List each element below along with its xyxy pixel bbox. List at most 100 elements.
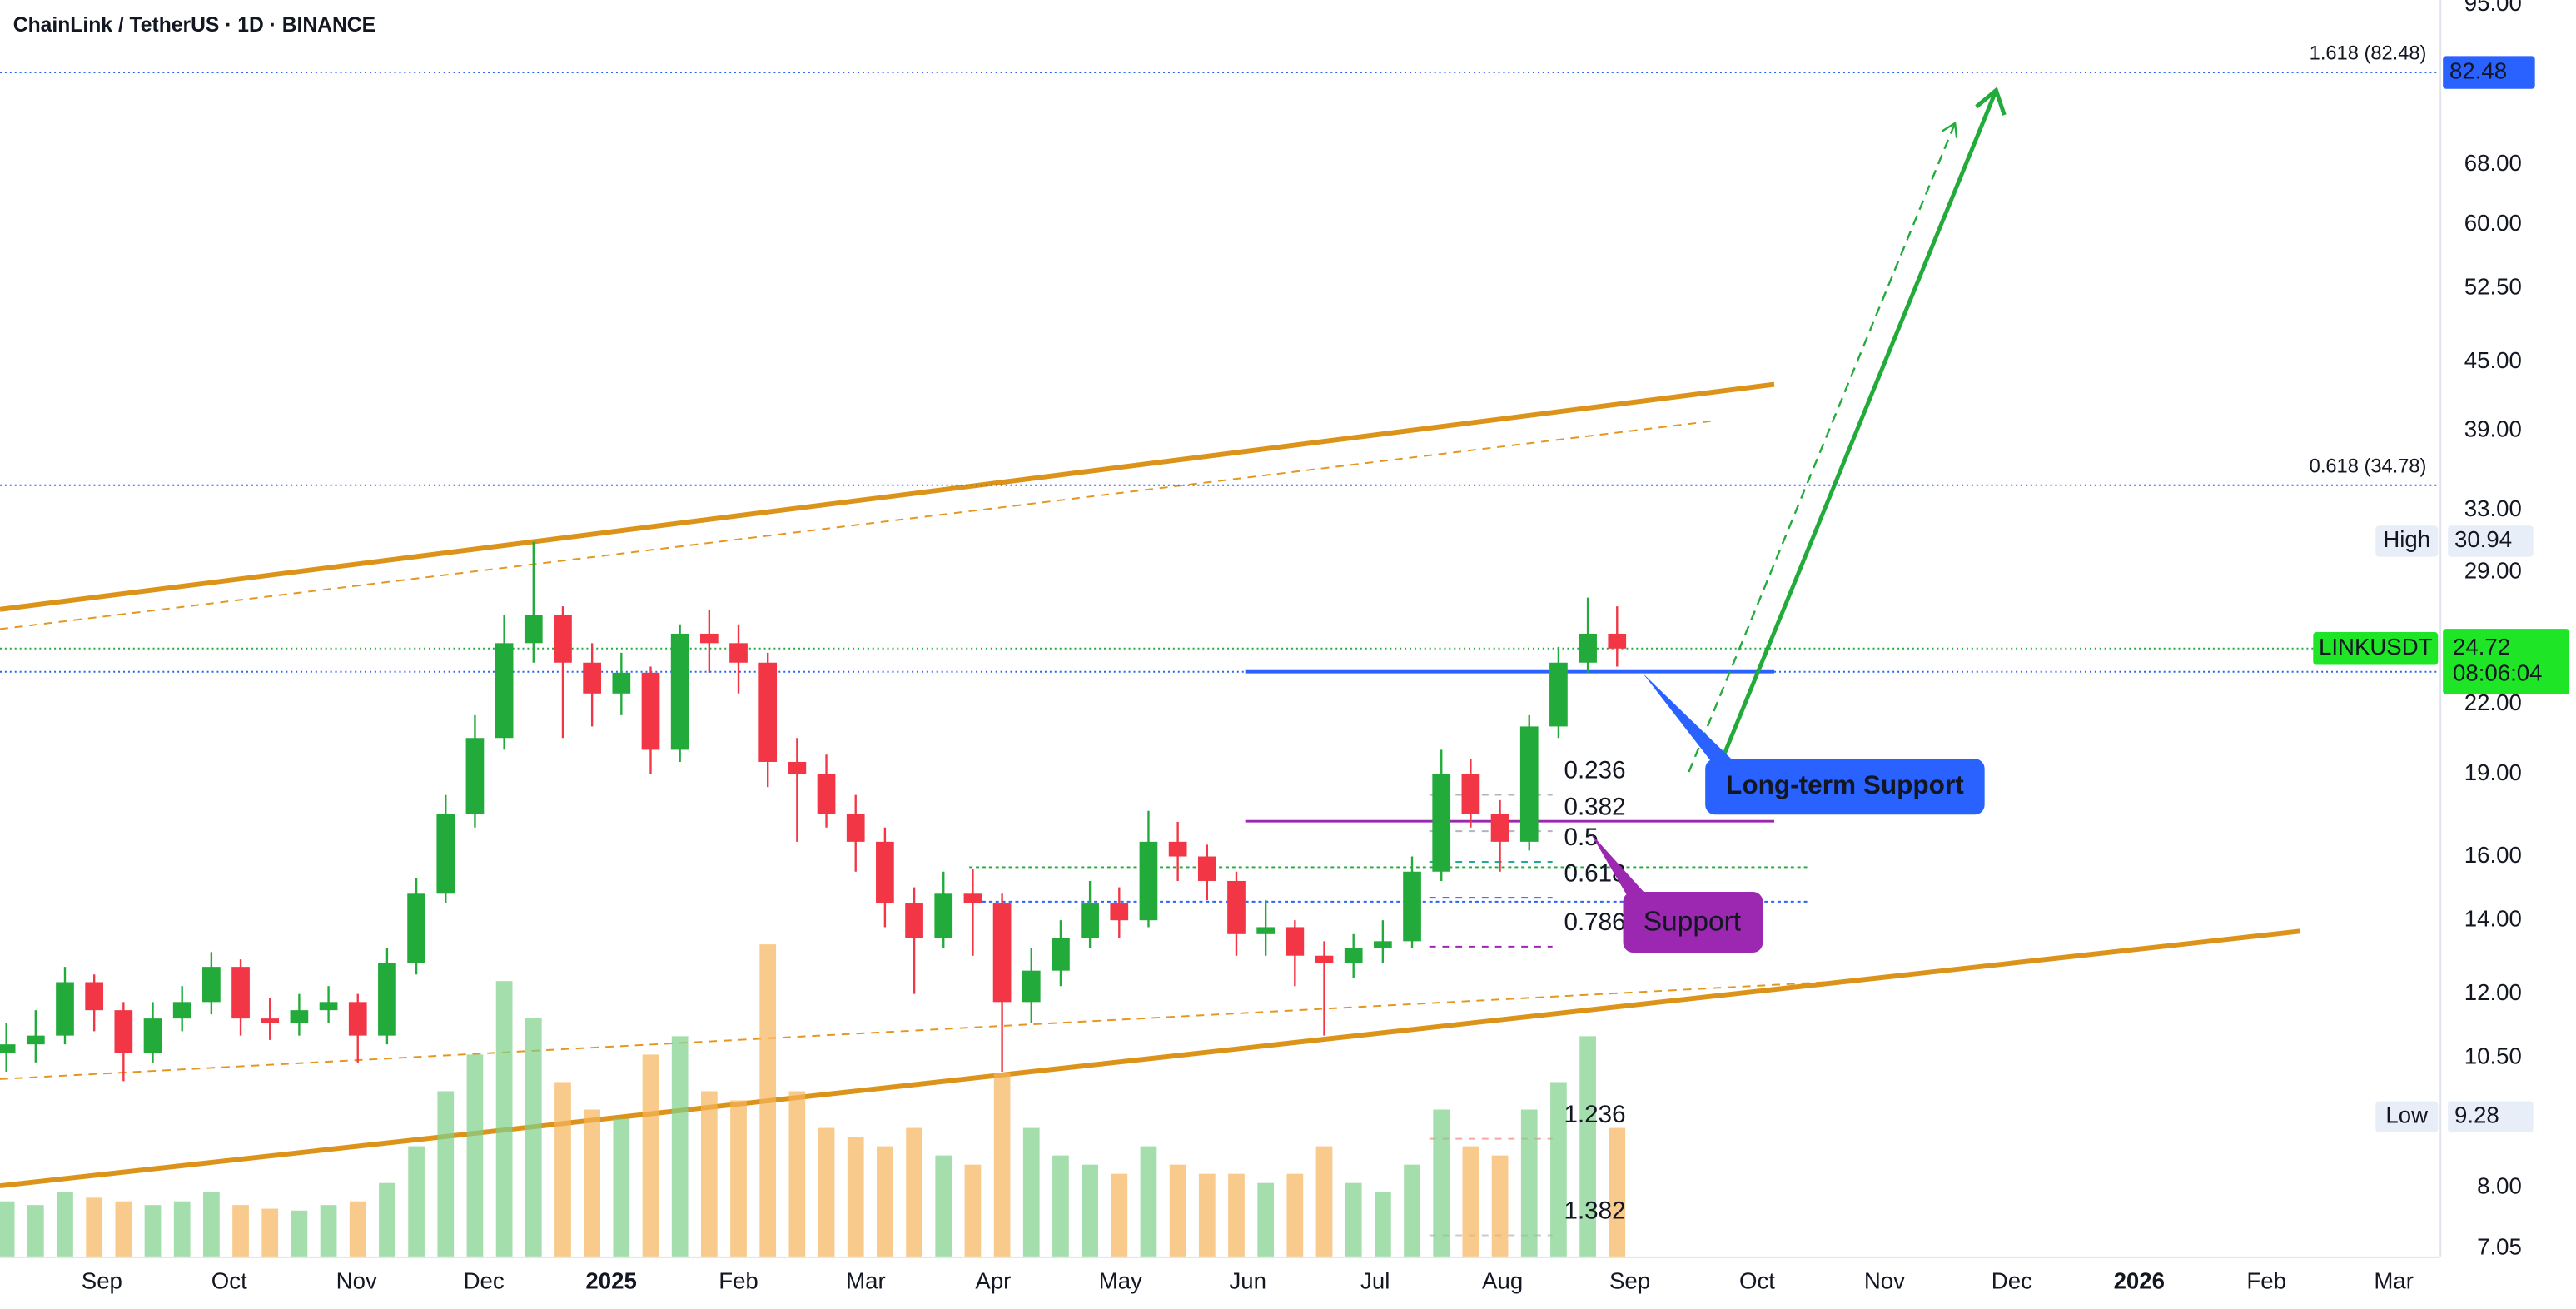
candle-body <box>554 615 572 663</box>
candle-body <box>641 672 660 750</box>
projection-dashed <box>1688 122 1957 773</box>
x-tick-label: Oct <box>1739 1268 1775 1294</box>
volume-bar <box>86 1197 103 1257</box>
candle-body <box>1022 970 1041 1003</box>
fib-label: 0.382 <box>1564 793 1626 820</box>
volume-bar <box>1052 1155 1069 1257</box>
volume-bar <box>1550 1082 1567 1257</box>
axes: Sep Oct Nov Dec 2025 Feb Mar Apr May Jun Jul Aug Sep… <box>82 0 2570 1294</box>
x-tick-label: Oct <box>211 1268 247 1294</box>
volume-bar <box>466 1054 484 1257</box>
x-tick-label: Feb <box>719 1268 758 1294</box>
callout-text: Support <box>1644 906 1742 937</box>
candle-body <box>85 982 104 1011</box>
channel-upper <box>0 381 1775 612</box>
candle-body <box>1139 841 1158 921</box>
price-label-name: High <box>2383 526 2430 552</box>
candle-body <box>0 1044 16 1053</box>
drawings <box>0 72 2440 1237</box>
candle-body <box>1549 662 1568 727</box>
candle-body <box>934 893 953 938</box>
volume-bar <box>291 1210 308 1257</box>
volume-bar <box>877 1146 893 1257</box>
level-label: 0.618 (34.78) <box>2310 455 2427 477</box>
last-price: 24.72 <box>2453 634 2510 659</box>
y-tick-label: 14.00 <box>2464 905 2522 931</box>
y-tick-label: 52.50 <box>2464 274 2522 300</box>
candle-body <box>876 841 894 904</box>
target-price-bg <box>2443 56 2535 89</box>
volume-bar <box>1491 1155 1509 1257</box>
candle-body <box>56 982 74 1036</box>
y-tick-label: 10.50 <box>2464 1043 2522 1069</box>
x-tick-label: Sep <box>1609 1268 1650 1294</box>
x-tick-label: Aug <box>1482 1268 1523 1294</box>
x-tick-label: Jun <box>1229 1268 1266 1294</box>
candle-body <box>1344 948 1363 963</box>
volume-bar <box>57 1192 73 1257</box>
callout: Long-term Support <box>1643 673 1985 815</box>
x-tick-label: Dec <box>1992 1268 2032 1294</box>
candle-body <box>1403 871 1421 942</box>
candle-body <box>1081 903 1099 938</box>
volume-bar <box>1228 1173 1245 1257</box>
candle-body <box>261 1018 280 1023</box>
x-tick-label: Jul <box>1360 1268 1390 1294</box>
candle-body <box>1315 955 1334 963</box>
fib-label: 0.5 <box>1564 824 1599 851</box>
callout-box <box>1705 759 1985 815</box>
price-label-value-bg <box>2448 525 2534 557</box>
candle-body <box>1168 841 1187 857</box>
candle-body <box>348 1002 367 1036</box>
candle-body <box>172 1002 191 1019</box>
x-tick-label: May <box>1099 1268 1142 1294</box>
y-tick-label: 16.00 <box>2464 842 2522 868</box>
price-label-value: 30.94 <box>2454 526 2512 552</box>
volume-bar <box>730 1100 747 1257</box>
candle-body <box>114 1010 133 1053</box>
arrow-head <box>1941 121 1958 138</box>
volume-bar <box>788 1091 806 1257</box>
volume-bar <box>1579 1036 1596 1257</box>
x-tick-label: Mar <box>2374 1268 2414 1294</box>
volume-bar <box>1315 1146 1333 1257</box>
y-tick-label: 95.00 <box>2464 0 2522 16</box>
candle-body <box>143 1018 162 1053</box>
candle-body <box>290 1010 309 1023</box>
y-tick-label: 60.00 <box>2464 210 2522 236</box>
channel-dashed-lower <box>0 979 1857 1080</box>
price-label-name: Low <box>2385 1102 2428 1128</box>
price-label-value: 9.28 <box>2454 1102 2499 1128</box>
fib-label: 1.382 <box>1564 1197 1626 1225</box>
target-price: 82.48 <box>2449 57 2507 83</box>
x-tick-label: Feb <box>2246 1268 2286 1294</box>
y-tick-label: 12.00 <box>2464 979 2522 1005</box>
volume-bar <box>1022 1127 1040 1257</box>
overlays: 1.618 (82.48) 0.618 (34.78) 0.236 0.382 0.5 0… <box>1564 43 2427 1225</box>
volume-bar <box>1609 1127 1626 1257</box>
candle-body <box>1197 856 1216 881</box>
candle-body <box>583 662 601 694</box>
volume-bar <box>525 1018 542 1257</box>
volume-bar <box>935 1155 952 1257</box>
volume-bar <box>144 1205 162 1257</box>
candle-body <box>202 967 221 1003</box>
candle-body <box>1579 633 1597 663</box>
volume-bar <box>173 1201 191 1257</box>
level-label: 1.618 (82.48) <box>2310 43 2427 65</box>
volume-bar <box>27 1205 44 1257</box>
channel-dashed-upper <box>0 419 1718 630</box>
candle-body <box>495 643 514 739</box>
candle-body <box>1110 903 1129 921</box>
volume-bar <box>1520 1109 1538 1257</box>
y-tick-label: 45.00 <box>2464 347 2522 373</box>
y-tick-label: 8.00 <box>2477 1173 2522 1199</box>
volume-bar <box>495 981 513 1257</box>
volume-bar <box>1462 1146 1479 1257</box>
price-label-value-bg <box>2448 1101 2534 1132</box>
last-price-bg <box>2443 629 2570 695</box>
candle-body <box>699 633 719 644</box>
candle-body <box>26 1035 45 1045</box>
fib-label: 0.786 <box>1564 908 1626 936</box>
